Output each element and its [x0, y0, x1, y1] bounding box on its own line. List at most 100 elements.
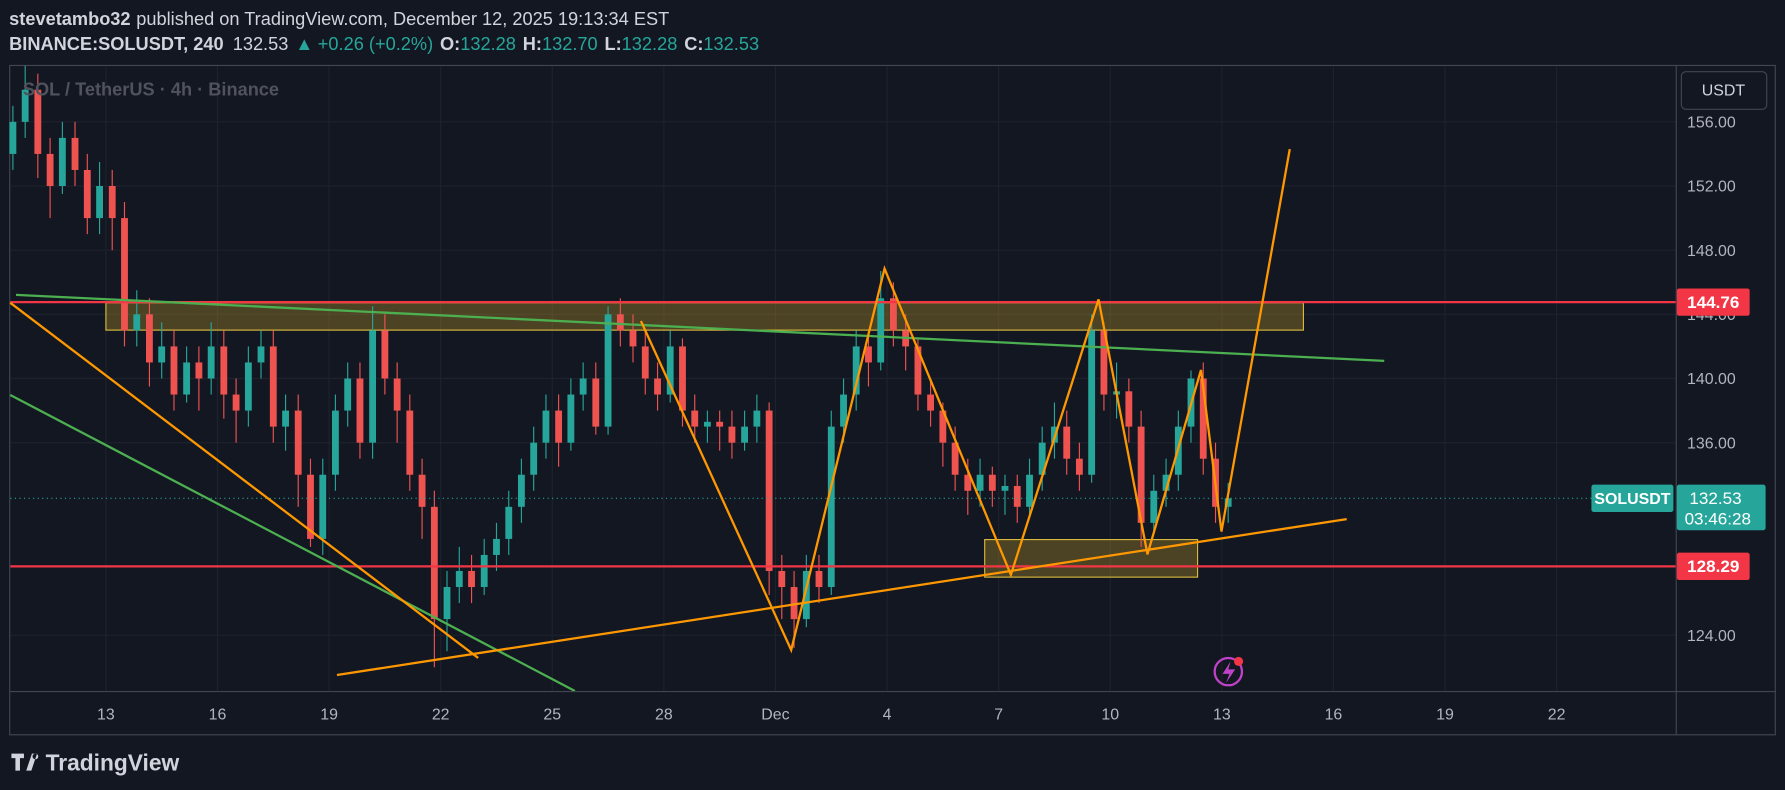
- x-tick-label: 22: [432, 706, 450, 723]
- up-arrow: ▲: [295, 34, 313, 54]
- candle-body: [505, 506, 513, 539]
- candle-body: [9, 121, 17, 154]
- y-tick-label: 148.00: [1687, 243, 1736, 260]
- candle-body: [1013, 485, 1021, 507]
- price-tag: 132.53: [1689, 489, 1741, 508]
- candle-body: [331, 410, 339, 475]
- trend-line: [336, 517, 1347, 677]
- candle-body: [790, 587, 798, 620]
- candle-body: [468, 570, 475, 588]
- y-tick-label: 152.00: [1687, 179, 1736, 196]
- author: stevetambo32: [9, 9, 130, 29]
- candle-body: [703, 421, 711, 427]
- x-tick-label: 4: [883, 706, 892, 723]
- candle-body: [34, 89, 42, 154]
- candle-body: [530, 442, 538, 475]
- candle-body: [21, 89, 29, 122]
- candle-body: [964, 474, 972, 491]
- pattern-line: [639, 148, 1291, 654]
- candle-body: [369, 330, 377, 443]
- candle-body: [865, 346, 872, 363]
- bolt: [1222, 661, 1236, 683]
- currency-button[interactable]: [1680, 71, 1768, 110]
- level-tag: [1676, 288, 1750, 316]
- ohlc-value: 132.70: [542, 34, 598, 54]
- candle-body: [244, 362, 252, 411]
- candle-body: [356, 378, 364, 443]
- ohlc-label: C:: [684, 34, 703, 54]
- candle-body: [778, 570, 786, 588]
- published: published on TradingView.com, December 1…: [136, 9, 669, 29]
- candle-body: [133, 314, 141, 331]
- candle-body: [753, 410, 761, 427]
- change: +0.26 (+0.2%): [318, 34, 433, 54]
- candle-body: [406, 410, 414, 475]
- x-tick-label: 28: [655, 706, 673, 723]
- candle-body: [1001, 485, 1009, 491]
- candle-body: [319, 474, 327, 539]
- candle-body: [728, 426, 736, 443]
- x-tick-label: 19: [1436, 706, 1454, 723]
- symbol-line: BINANCE:SOLUSDT, 240 132.53 ▲ +0.26 (+0.2%)…: [9, 34, 759, 54]
- ohlc-label: O:: [440, 34, 460, 54]
- candle-body: [666, 346, 674, 395]
- currency[interactable]: USDT: [1702, 83, 1746, 100]
- candle-body: [517, 474, 525, 507]
- candle-body: [716, 421, 724, 427]
- candle-body: [170, 346, 178, 395]
- candle-body: [232, 394, 240, 411]
- level-label: 144.76: [1687, 293, 1739, 312]
- candle-body: [1162, 474, 1170, 491]
- candle-body: [679, 346, 686, 411]
- candle-body: [840, 394, 847, 427]
- candle-body: [269, 346, 277, 427]
- ohlc-label: H:: [523, 34, 542, 54]
- candle-body: [741, 426, 749, 443]
- candle-body: [914, 346, 922, 395]
- candle-body: [691, 410, 699, 427]
- candle-body: [1125, 391, 1133, 427]
- candle-body: [71, 137, 79, 170]
- watermark: SOL / TetherUS · 4h · Binance: [23, 80, 279, 100]
- chart-frame: [9, 64, 1776, 736]
- candle-body: [195, 362, 203, 379]
- candle-body: [96, 186, 103, 219]
- candle-body: [654, 378, 661, 395]
- last-price: 132.53: [233, 34, 289, 54]
- symbol: BINANCE:SOLUSDT, 240: [9, 34, 223, 54]
- candle-body: [307, 474, 314, 539]
- symbol-tag: SOLUSDT: [1594, 491, 1670, 508]
- drawings: [9, 148, 1385, 692]
- candle-body: [1199, 378, 1207, 459]
- candle-body: [877, 298, 885, 363]
- x-tick-label: 16: [209, 706, 227, 723]
- candle-body: [146, 314, 153, 363]
- y-tick-label: 140.00: [1687, 371, 1736, 388]
- candle-body: [641, 346, 649, 379]
- candle-body: [939, 410, 947, 443]
- x-tick-label: 25: [543, 706, 561, 723]
- candle-body: [1150, 490, 1158, 523]
- candle-body: [1100, 330, 1108, 395]
- x-tick-label: 7: [994, 706, 1003, 723]
- candle-body: [1224, 498, 1232, 507]
- candle-body: [616, 314, 624, 331]
- candle-body: [579, 378, 587, 395]
- ohlc-value: 132.53: [703, 34, 759, 54]
- candle-body: [282, 410, 289, 427]
- ohlc-label: L:: [604, 34, 621, 54]
- axes: 124.00136.00140.00144.00148.00152.00156.…: [97, 115, 1736, 724]
- candle-body: [158, 346, 166, 363]
- candle-body: [430, 506, 438, 620]
- candle-body: [827, 426, 835, 588]
- candle-body: [393, 378, 401, 411]
- grid: [10, 66, 1676, 691]
- alert-icon[interactable]: [1213, 656, 1244, 687]
- candle-body: [183, 362, 191, 395]
- x-tick-label: 22: [1548, 706, 1566, 723]
- x-tick-label: 16: [1325, 706, 1343, 723]
- candle-body: [1137, 426, 1145, 523]
